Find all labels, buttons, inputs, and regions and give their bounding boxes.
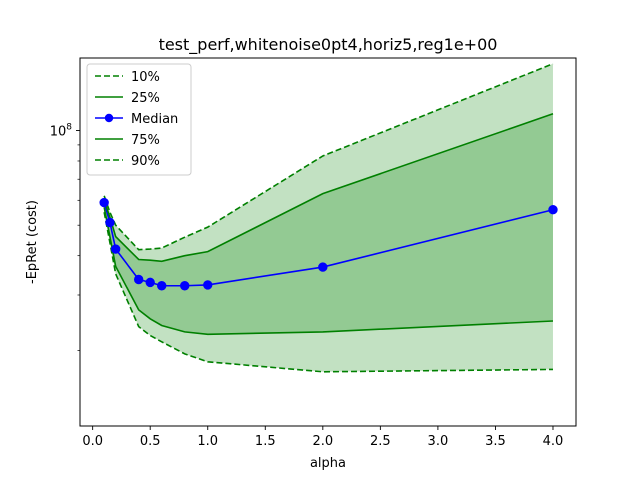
y-axis-label: -EpRet (cost)	[25, 200, 40, 284]
data-point-median	[133, 274, 144, 285]
series-line-10pct	[103, 212, 553, 373]
chart-title: test_perf,whitenoise0pt4,horiz5,reg1e+00	[159, 35, 498, 55]
x-axis: 0.0 0.5 1.0 1.5 2.0 2.5 3.0 3.5 4.0	[82, 426, 563, 449]
legend-label-75pct: 75%	[131, 133, 160, 148]
x-tick-label: 3.0	[428, 434, 449, 449]
legend-label-median: Median	[131, 112, 178, 127]
x-tick-label: 0.0	[82, 434, 103, 449]
legend-label-25pct: 25%	[131, 91, 160, 106]
data-point-median	[145, 277, 155, 288]
data-point-median	[180, 281, 190, 291]
x-tick-label: 2.5	[370, 434, 391, 449]
series-line-75pct	[103, 113, 554, 263]
plot-area	[99, 63, 558, 373]
data-point-median	[203, 280, 213, 290]
x-axis-label: alpha	[310, 456, 346, 471]
data-point-median	[110, 244, 121, 254]
x-tick-label: 3.5	[485, 434, 506, 449]
legend-label-10pct: 10%	[131, 70, 160, 85]
legend-box	[86, 63, 192, 176]
data-point-median	[548, 205, 558, 215]
band-10pct-90pct	[104, 63, 553, 372]
series-line-median	[103, 202, 554, 287]
marker-layer	[99, 197, 558, 291]
legend-marker-median	[104, 113, 114, 123]
data-point-median	[105, 217, 115, 228]
data-point-median	[157, 281, 167, 291]
legend: 10% 25% Median 75% 90%	[86, 63, 192, 176]
x-tick-label: 4.0	[543, 434, 564, 449]
x-tick-label: 1.0	[197, 434, 218, 449]
legend-label-90pct: 90%	[131, 154, 160, 169]
series-line-90pct	[103, 63, 554, 251]
x-tick-label: 2.0	[312, 434, 333, 449]
axes-frame	[79, 57, 577, 427]
band-25pct-75pct	[104, 113, 553, 335]
data-point-median	[99, 197, 109, 208]
data-point-median	[318, 262, 328, 272]
band-layer	[104, 63, 553, 372]
x-tick-label: 0.5	[140, 434, 161, 449]
x-tick-label: 1.5	[255, 434, 276, 449]
